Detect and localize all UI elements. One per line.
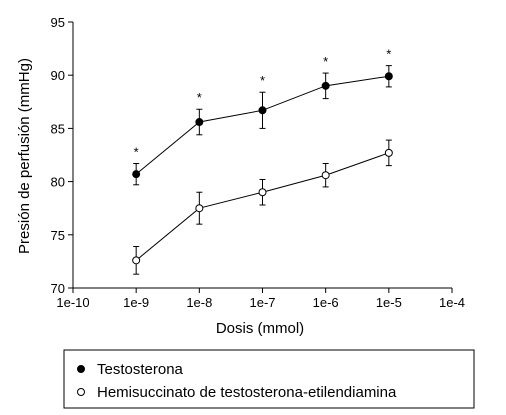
series-0: * * * * *: [132, 47, 393, 186]
legend-marker-testosterona: [77, 365, 85, 373]
data-point: [258, 188, 267, 197]
series-layer: * * * * *: [132, 47, 393, 275]
significance-marker: *: [260, 73, 265, 88]
y-tick-label: 85: [51, 121, 65, 136]
significance-marker: *: [323, 54, 328, 69]
x-tick-label: 1e-8: [186, 295, 212, 310]
y-tick-label: 90: [51, 68, 65, 83]
series-1: [132, 139, 393, 275]
legend-label-hemisuccinato: Hemisuccinato de testosterona-etilendiam…: [97, 384, 397, 401]
x-tick-label: 1e-10: [56, 295, 89, 310]
data-point: [132, 256, 141, 265]
y-tick-label: 75: [51, 228, 65, 243]
data-point: [321, 81, 330, 90]
data-point: [258, 106, 267, 115]
significance-marker: *: [134, 145, 139, 160]
y-tick-label: 95: [51, 15, 65, 30]
data-point: [132, 170, 141, 179]
legend-marker-hemisuccinato: [77, 388, 85, 396]
x-tick-label: 1e-5: [376, 295, 402, 310]
y-axis-label: Presión de perfusión (mmHg): [16, 58, 33, 254]
data-point: [384, 72, 393, 81]
significance-marker: *: [197, 90, 202, 105]
x-tick-label: 1e-6: [313, 295, 339, 310]
y-tick-label: 80: [51, 175, 65, 190]
data-point: [195, 204, 204, 213]
series-line: [135, 152, 390, 261]
x-tick-label: 1e-9: [123, 295, 149, 310]
x-axis-label: Dosis (mmol): [216, 320, 304, 337]
data-point: [195, 118, 204, 127]
data-point: [384, 148, 393, 157]
x-tick-label: 1e-7: [249, 295, 275, 310]
axes: 70 75 80 85 90 95 1e-10 1e-9 1e-8 1e-7 1e-6 1e-5 1e-…: [51, 15, 465, 310]
legend-label-testosterona: Testosterona: [97, 361, 184, 378]
significance-marker: *: [386, 47, 391, 62]
x-tick-label: 1e-4: [439, 295, 465, 310]
y-tick-label: 70: [51, 281, 65, 296]
data-point: [321, 171, 330, 180]
legend-box: [63, 349, 475, 409]
legend: Testosterona Hemisuccinato de testostero…: [63, 349, 475, 409]
